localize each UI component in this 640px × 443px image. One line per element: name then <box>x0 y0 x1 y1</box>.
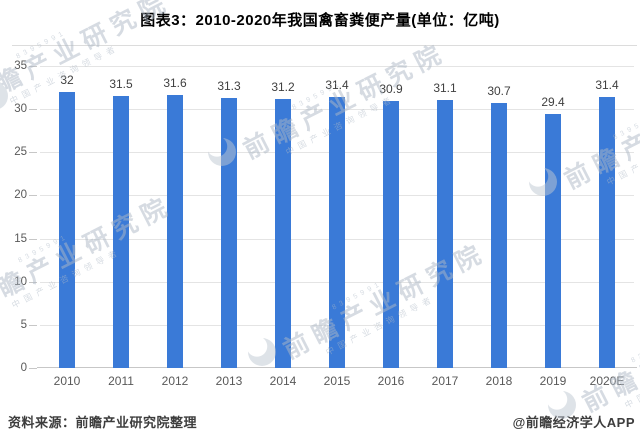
bar-value-label: 31.5 <box>109 77 133 92</box>
y-axis-label: 15 <box>14 232 27 245</box>
x-axis-label: 2012 <box>161 374 189 388</box>
x-axis-label: 2017 <box>431 374 459 388</box>
bar <box>167 95 183 368</box>
y-axis-label: 10 <box>14 275 27 288</box>
y-axis-label: 5 <box>20 318 27 331</box>
bar <box>59 91 75 368</box>
x-axis-label: 2019 <box>539 374 567 388</box>
x-axis-label: 2016 <box>377 374 405 388</box>
bar-value-label: 30.7 <box>487 84 511 99</box>
source-note: 资料来源：前瞻产业研究院整理 <box>8 415 198 430</box>
y-axis-tick <box>29 368 37 369</box>
bar <box>113 96 129 368</box>
y-axis-tick <box>29 152 37 154</box>
bar <box>383 101 399 368</box>
x-axis-label: 2011 <box>108 374 134 388</box>
bar-value-label: 31.3 <box>217 78 241 93</box>
credit-note: @前瞻经济学人APP <box>512 415 635 430</box>
x-axis-label: 2018 <box>485 374 513 388</box>
x-axis-label: 2014 <box>269 374 297 388</box>
x-axis-label: 2010 <box>53 374 81 388</box>
bar <box>437 99 453 368</box>
chart-title: 图表3：2010-2020年我国禽畜粪便产量(单位：亿吨) <box>140 12 500 29</box>
y-axis-label: 35 <box>14 60 27 72</box>
bar-value-label: 31.6 <box>163 76 187 91</box>
x-axis-label: 2020E <box>589 374 625 388</box>
bar <box>221 97 237 368</box>
bar-value-label: 32 <box>60 72 74 87</box>
bar <box>275 98 291 368</box>
y-axis-label: 20 <box>14 189 27 202</box>
y-axis-tick <box>29 238 37 240</box>
bar-value-label: 29.4 <box>541 95 565 110</box>
plot-area: 0 5 10 15 20 25 30 35 32 2010 31.5 2011 31.6 2012 31.3… <box>14 60 637 388</box>
bar-value-label: 31.4 <box>325 78 349 93</box>
y-axis-tick <box>29 324 37 326</box>
y-axis-label: 25 <box>14 146 27 159</box>
bar <box>599 97 615 368</box>
y-axis-tick <box>29 281 37 283</box>
bar <box>491 103 507 368</box>
bar-value-label: 30.9 <box>379 82 403 97</box>
y-axis-label: 30 <box>14 103 27 116</box>
gridline <box>40 66 634 67</box>
y-axis-tick <box>29 109 37 111</box>
bar-value-label: 31.2 <box>271 79 295 94</box>
bar <box>545 114 561 368</box>
x-axis-label: 2015 <box>323 374 351 388</box>
y-axis-tick <box>29 195 37 197</box>
y-axis-tick <box>29 66 37 67</box>
y-axis-label: 0 <box>20 362 27 374</box>
title-separator <box>12 45 637 46</box>
bar <box>329 97 345 368</box>
x-axis-label: 2013 <box>215 374 243 388</box>
bar-value-label: 31.4 <box>595 78 619 93</box>
bar-value-label: 31.1 <box>433 80 457 95</box>
